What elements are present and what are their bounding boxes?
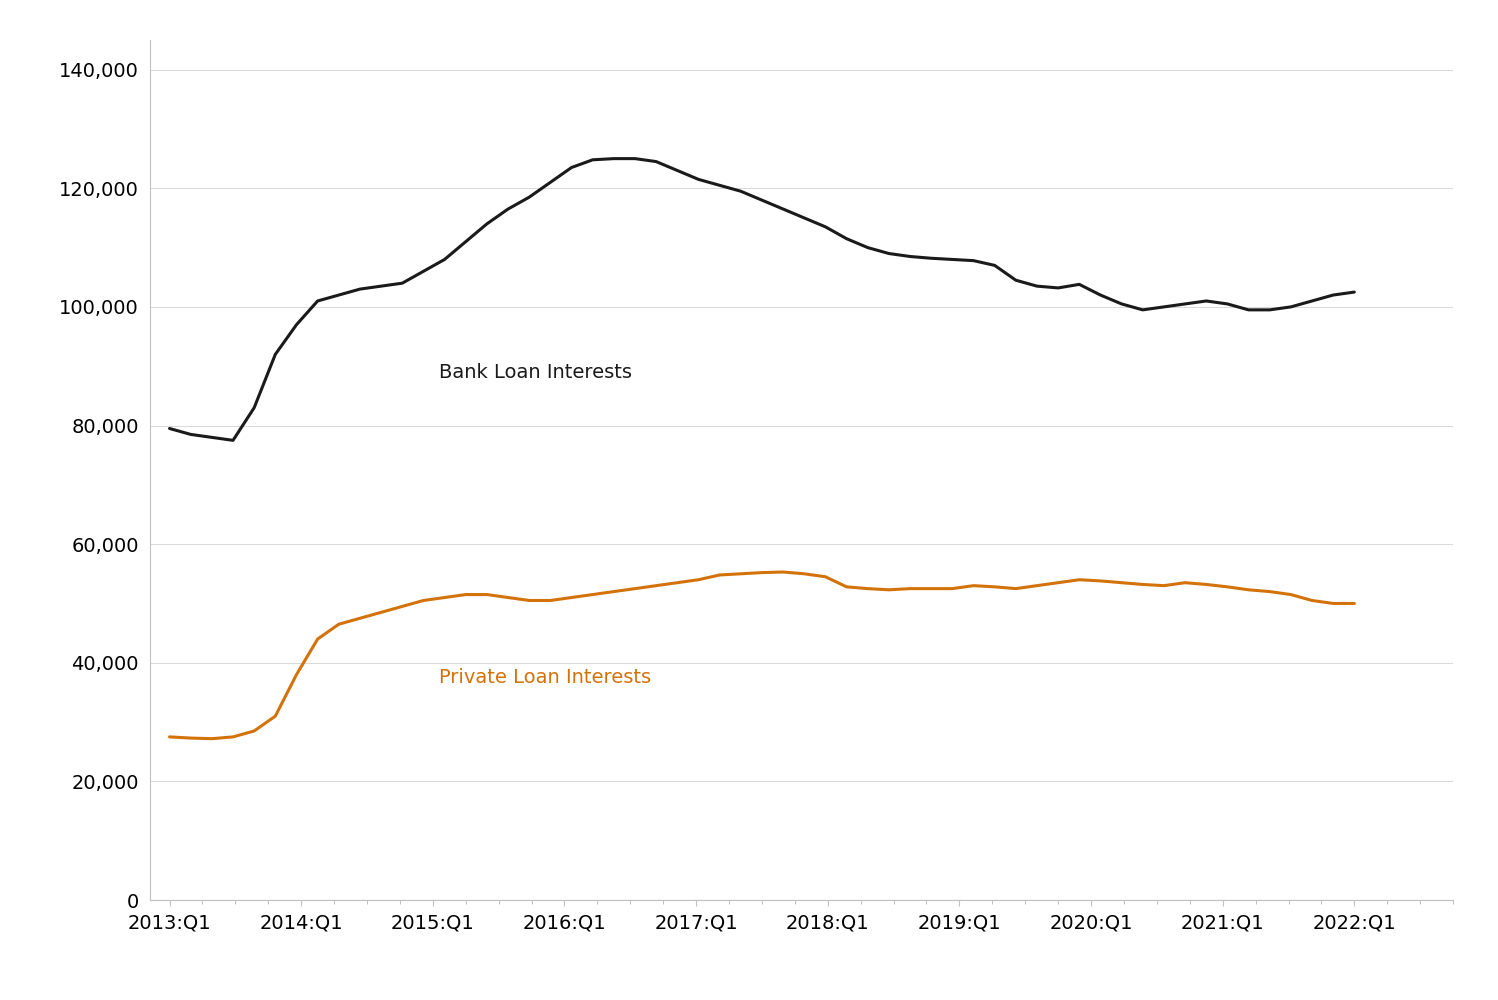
Text: Private Loan Interests: Private Loan Interests xyxy=(439,668,652,687)
Text: Bank Loan Interests: Bank Loan Interests xyxy=(439,363,632,382)
